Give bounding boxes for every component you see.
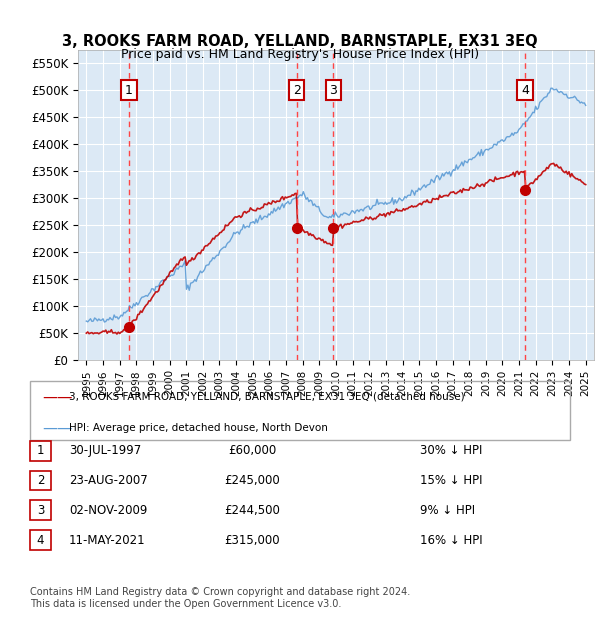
Text: 3: 3 (329, 84, 337, 97)
Text: 3, ROOKS FARM ROAD, YELLAND, BARNSTAPLE, EX31 3EQ: 3, ROOKS FARM ROAD, YELLAND, BARNSTAPLE,… (62, 34, 538, 49)
Text: 1: 1 (125, 84, 133, 97)
Text: 2: 2 (37, 474, 44, 487)
Text: 11-MAY-2021: 11-MAY-2021 (69, 534, 146, 546)
Text: HPI: Average price, detached house, North Devon: HPI: Average price, detached house, Nort… (69, 423, 328, 433)
Text: £244,500: £244,500 (224, 504, 280, 516)
Text: £245,000: £245,000 (224, 474, 280, 487)
Text: 9% ↓ HPI: 9% ↓ HPI (420, 504, 475, 516)
Text: 1: 1 (37, 445, 44, 457)
Text: Contains HM Land Registry data © Crown copyright and database right 2024.
This d: Contains HM Land Registry data © Crown c… (30, 587, 410, 609)
Text: 3: 3 (37, 504, 44, 516)
Text: Price paid vs. HM Land Registry's House Price Index (HPI): Price paid vs. HM Land Registry's House … (121, 48, 479, 61)
Text: 4: 4 (37, 534, 44, 546)
Text: £60,000: £60,000 (228, 445, 276, 457)
Text: 02-NOV-2009: 02-NOV-2009 (69, 504, 148, 516)
Text: 30-JUL-1997: 30-JUL-1997 (69, 445, 141, 457)
Text: 2: 2 (293, 84, 301, 97)
Text: 3, ROOKS FARM ROAD, YELLAND, BARNSTAPLE, EX31 3EQ (detached house): 3, ROOKS FARM ROAD, YELLAND, BARNSTAPLE,… (69, 392, 464, 402)
Text: £315,000: £315,000 (224, 534, 280, 546)
Text: 23-AUG-2007: 23-AUG-2007 (69, 474, 148, 487)
Text: ——: —— (42, 420, 73, 435)
Text: 4: 4 (521, 84, 529, 97)
Text: ——: —— (42, 389, 73, 404)
Text: 16% ↓ HPI: 16% ↓ HPI (420, 534, 482, 546)
Text: 15% ↓ HPI: 15% ↓ HPI (420, 474, 482, 487)
Text: 30% ↓ HPI: 30% ↓ HPI (420, 445, 482, 457)
